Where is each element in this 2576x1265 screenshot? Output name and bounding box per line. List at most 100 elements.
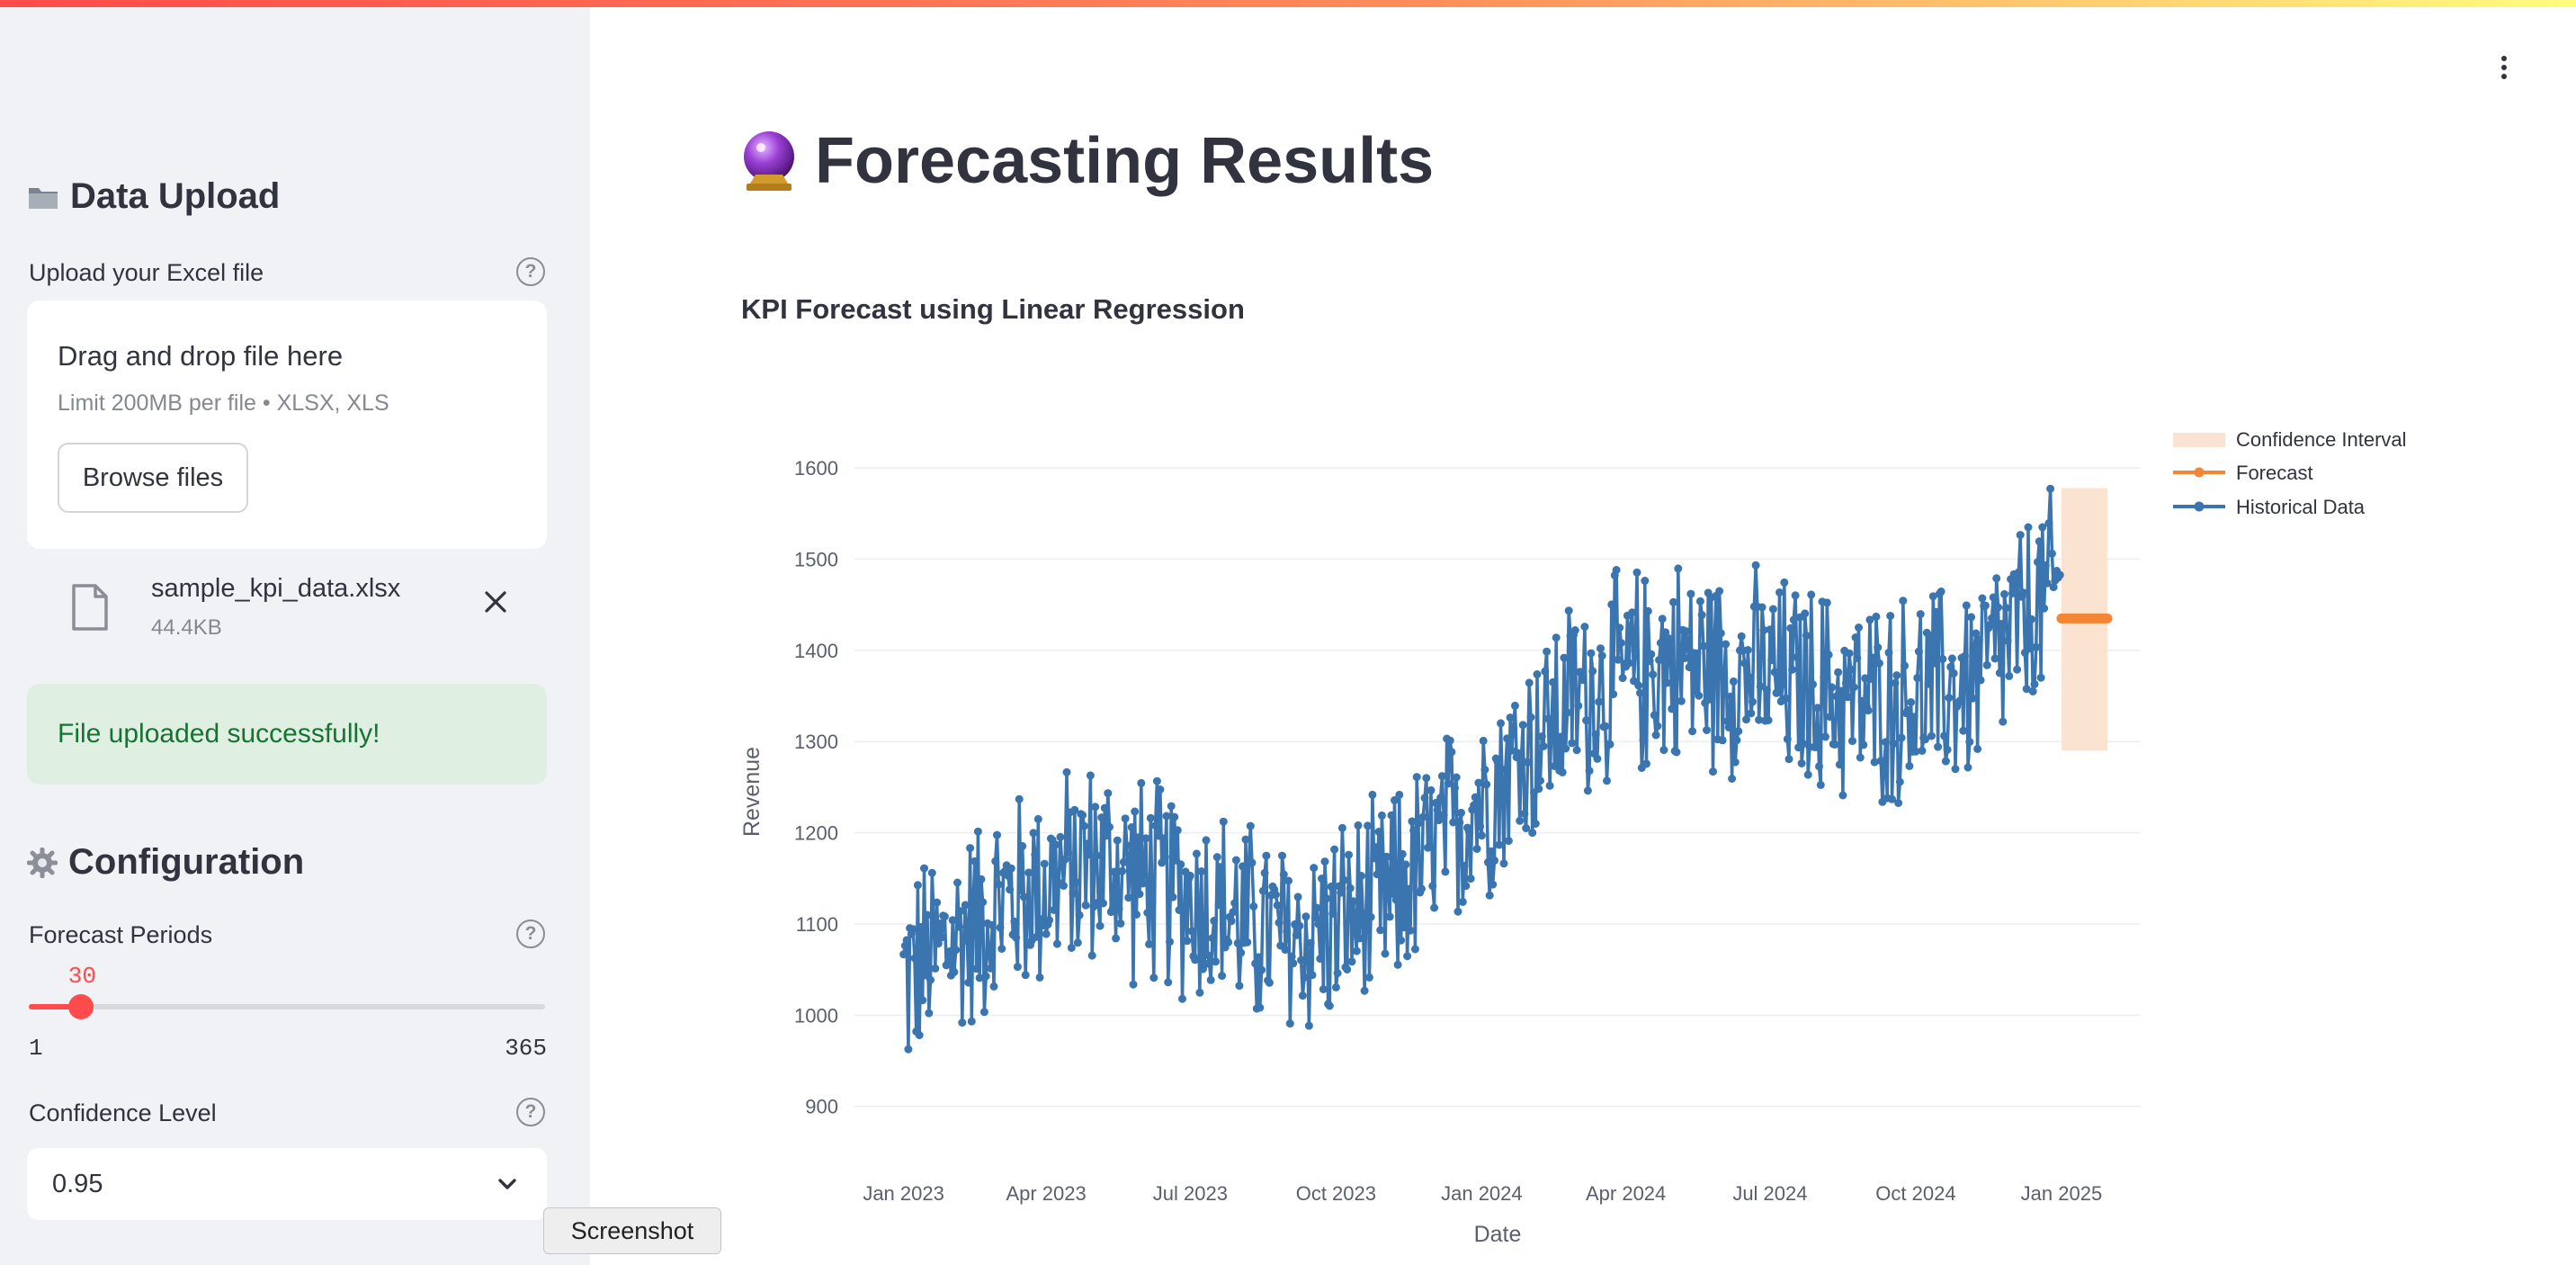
historical-data-point	[1316, 955, 1325, 964]
historical-data-point	[1371, 843, 1380, 852]
historical-data-point	[1572, 746, 1581, 755]
historical-data-point	[1921, 735, 1929, 744]
historical-data-point	[1060, 855, 1069, 864]
historical-data-point	[2024, 523, 2033, 532]
chart-title: KPI Forecast using Linear Regression	[741, 293, 1245, 325]
historical-data-point	[988, 920, 997, 929]
historical-data-point	[1528, 829, 1537, 838]
slider-thumb[interactable]	[67, 994, 94, 1019]
historical-data-point	[2001, 604, 2010, 613]
chevron-down-icon	[498, 1179, 516, 1189]
historical-data-point	[1766, 625, 1775, 634]
historical-data-point	[1688, 727, 1697, 736]
historical-data-point	[1683, 641, 1692, 650]
confidence-level-help-icon[interactable]: ?	[516, 1098, 545, 1126]
historical-data-point	[1524, 758, 1532, 767]
historical-data-point	[1807, 590, 1816, 599]
historical-data-point	[1064, 848, 1073, 857]
main-menu-icon[interactable]	[2497, 56, 2511, 83]
historical-data-point	[1747, 709, 1756, 718]
historical-data-point	[910, 954, 919, 963]
historical-data-point	[1382, 852, 1391, 861]
historical-data-point	[1755, 715, 1764, 724]
historical-data-point	[1035, 973, 1044, 982]
upload-help-icon[interactable]: ?	[516, 257, 545, 286]
historical-data-point	[1895, 777, 1904, 786]
historical-data-point	[1802, 632, 1811, 640]
file-uploader-dropzone[interactable]: Drag and drop file here Limit 200MB per …	[27, 301, 547, 549]
historical-data-point	[1418, 812, 1427, 821]
historical-data-point	[1045, 916, 1054, 925]
historical-data-point	[1451, 784, 1459, 793]
historical-data-point	[1616, 639, 1625, 648]
historical-data-point	[1643, 606, 1652, 615]
historical-data-point	[1861, 674, 1870, 683]
historical-data-point	[1139, 879, 1147, 888]
uploaded-file-size: 44.4KB	[151, 615, 222, 640]
upload-label: Upload your Excel file	[29, 259, 264, 286]
historical-data-point	[1239, 862, 1247, 871]
historical-data-point	[962, 928, 971, 937]
historical-data-point	[1674, 564, 1683, 573]
historical-data-point	[1458, 897, 1467, 906]
historical-data-point	[2030, 679, 2039, 688]
slider-max-label: 365	[505, 1035, 547, 1062]
forecast-periods-slider[interactable]	[29, 994, 545, 1019]
historical-data-point	[1533, 670, 1542, 678]
browse-files-button[interactable]: Browse files	[58, 443, 248, 513]
historical-data-point	[1140, 870, 1149, 878]
forecast-chart[interactable]: 900 1000 1100 1200 1300 1400 1500 1600 Jan 2023 A…	[720, 387, 2446, 1260]
historical-data-point	[1815, 762, 1823, 771]
remove-file-close-icon[interactable]	[482, 588, 509, 615]
historical-data-point	[1127, 823, 1136, 831]
historical-data-point	[918, 996, 927, 1005]
historical-data-point	[1728, 775, 1737, 783]
historical-data-point	[1856, 753, 1865, 762]
historical-data-point	[1843, 693, 1852, 702]
historical-data-point	[1006, 864, 1015, 873]
historical-data-point	[2046, 484, 2055, 493]
historical-data-point	[1401, 860, 1410, 869]
historical-data-point	[1522, 824, 1531, 832]
historical-data-point	[1397, 936, 1406, 945]
historical-data-point	[1536, 776, 1544, 785]
historical-data-point	[1628, 608, 1637, 617]
x-tick-label: Jul 2024	[1732, 1182, 1807, 1205]
historical-data-point	[1298, 991, 1307, 1000]
historical-data-point	[1775, 588, 1784, 597]
historical-data-point	[1460, 861, 1469, 870]
confidence-level-select[interactable]: 0.95	[27, 1148, 547, 1220]
historical-data-point	[1210, 917, 1219, 925]
historical-data-point	[1347, 957, 1356, 966]
historical-data-point	[1899, 597, 1908, 606]
historical-data-point	[1137, 778, 1146, 787]
historical-data-point	[1768, 605, 1777, 614]
historical-data-point	[1287, 952, 1296, 961]
historical-data-point	[1271, 891, 1280, 899]
historical-data-point	[1816, 780, 1825, 789]
historical-data-point	[1503, 734, 1512, 743]
historical-data-point	[1595, 697, 1604, 706]
historical-data-point	[1050, 906, 1059, 914]
historical-data-point	[1968, 694, 1977, 703]
historical-data-point	[1516, 816, 1525, 825]
historical-data-point	[1731, 758, 1740, 767]
historical-data-point	[2049, 583, 2058, 592]
historical-data-point	[926, 975, 935, 984]
historical-data-point	[1499, 859, 1508, 868]
historical-data-point	[1006, 885, 1015, 894]
historical-data-point	[1891, 678, 1900, 687]
historical-data-point	[1069, 889, 1078, 898]
historical-data-point	[1695, 691, 1704, 700]
historical-data-point	[1322, 894, 1331, 903]
historical-data-point	[1110, 867, 1119, 876]
historical-data-point	[1907, 698, 1916, 706]
confidence-level-value: 0.95	[52, 1169, 103, 1198]
historical-data-point	[1418, 884, 1426, 893]
historical-data-point	[1632, 568, 1641, 577]
historical-data-point	[2038, 523, 2047, 532]
historical-data-point	[996, 923, 1005, 932]
historical-data-point	[1292, 930, 1301, 939]
forecast-periods-help-icon[interactable]: ?	[516, 920, 545, 948]
historical-data-point	[1310, 864, 1319, 873]
